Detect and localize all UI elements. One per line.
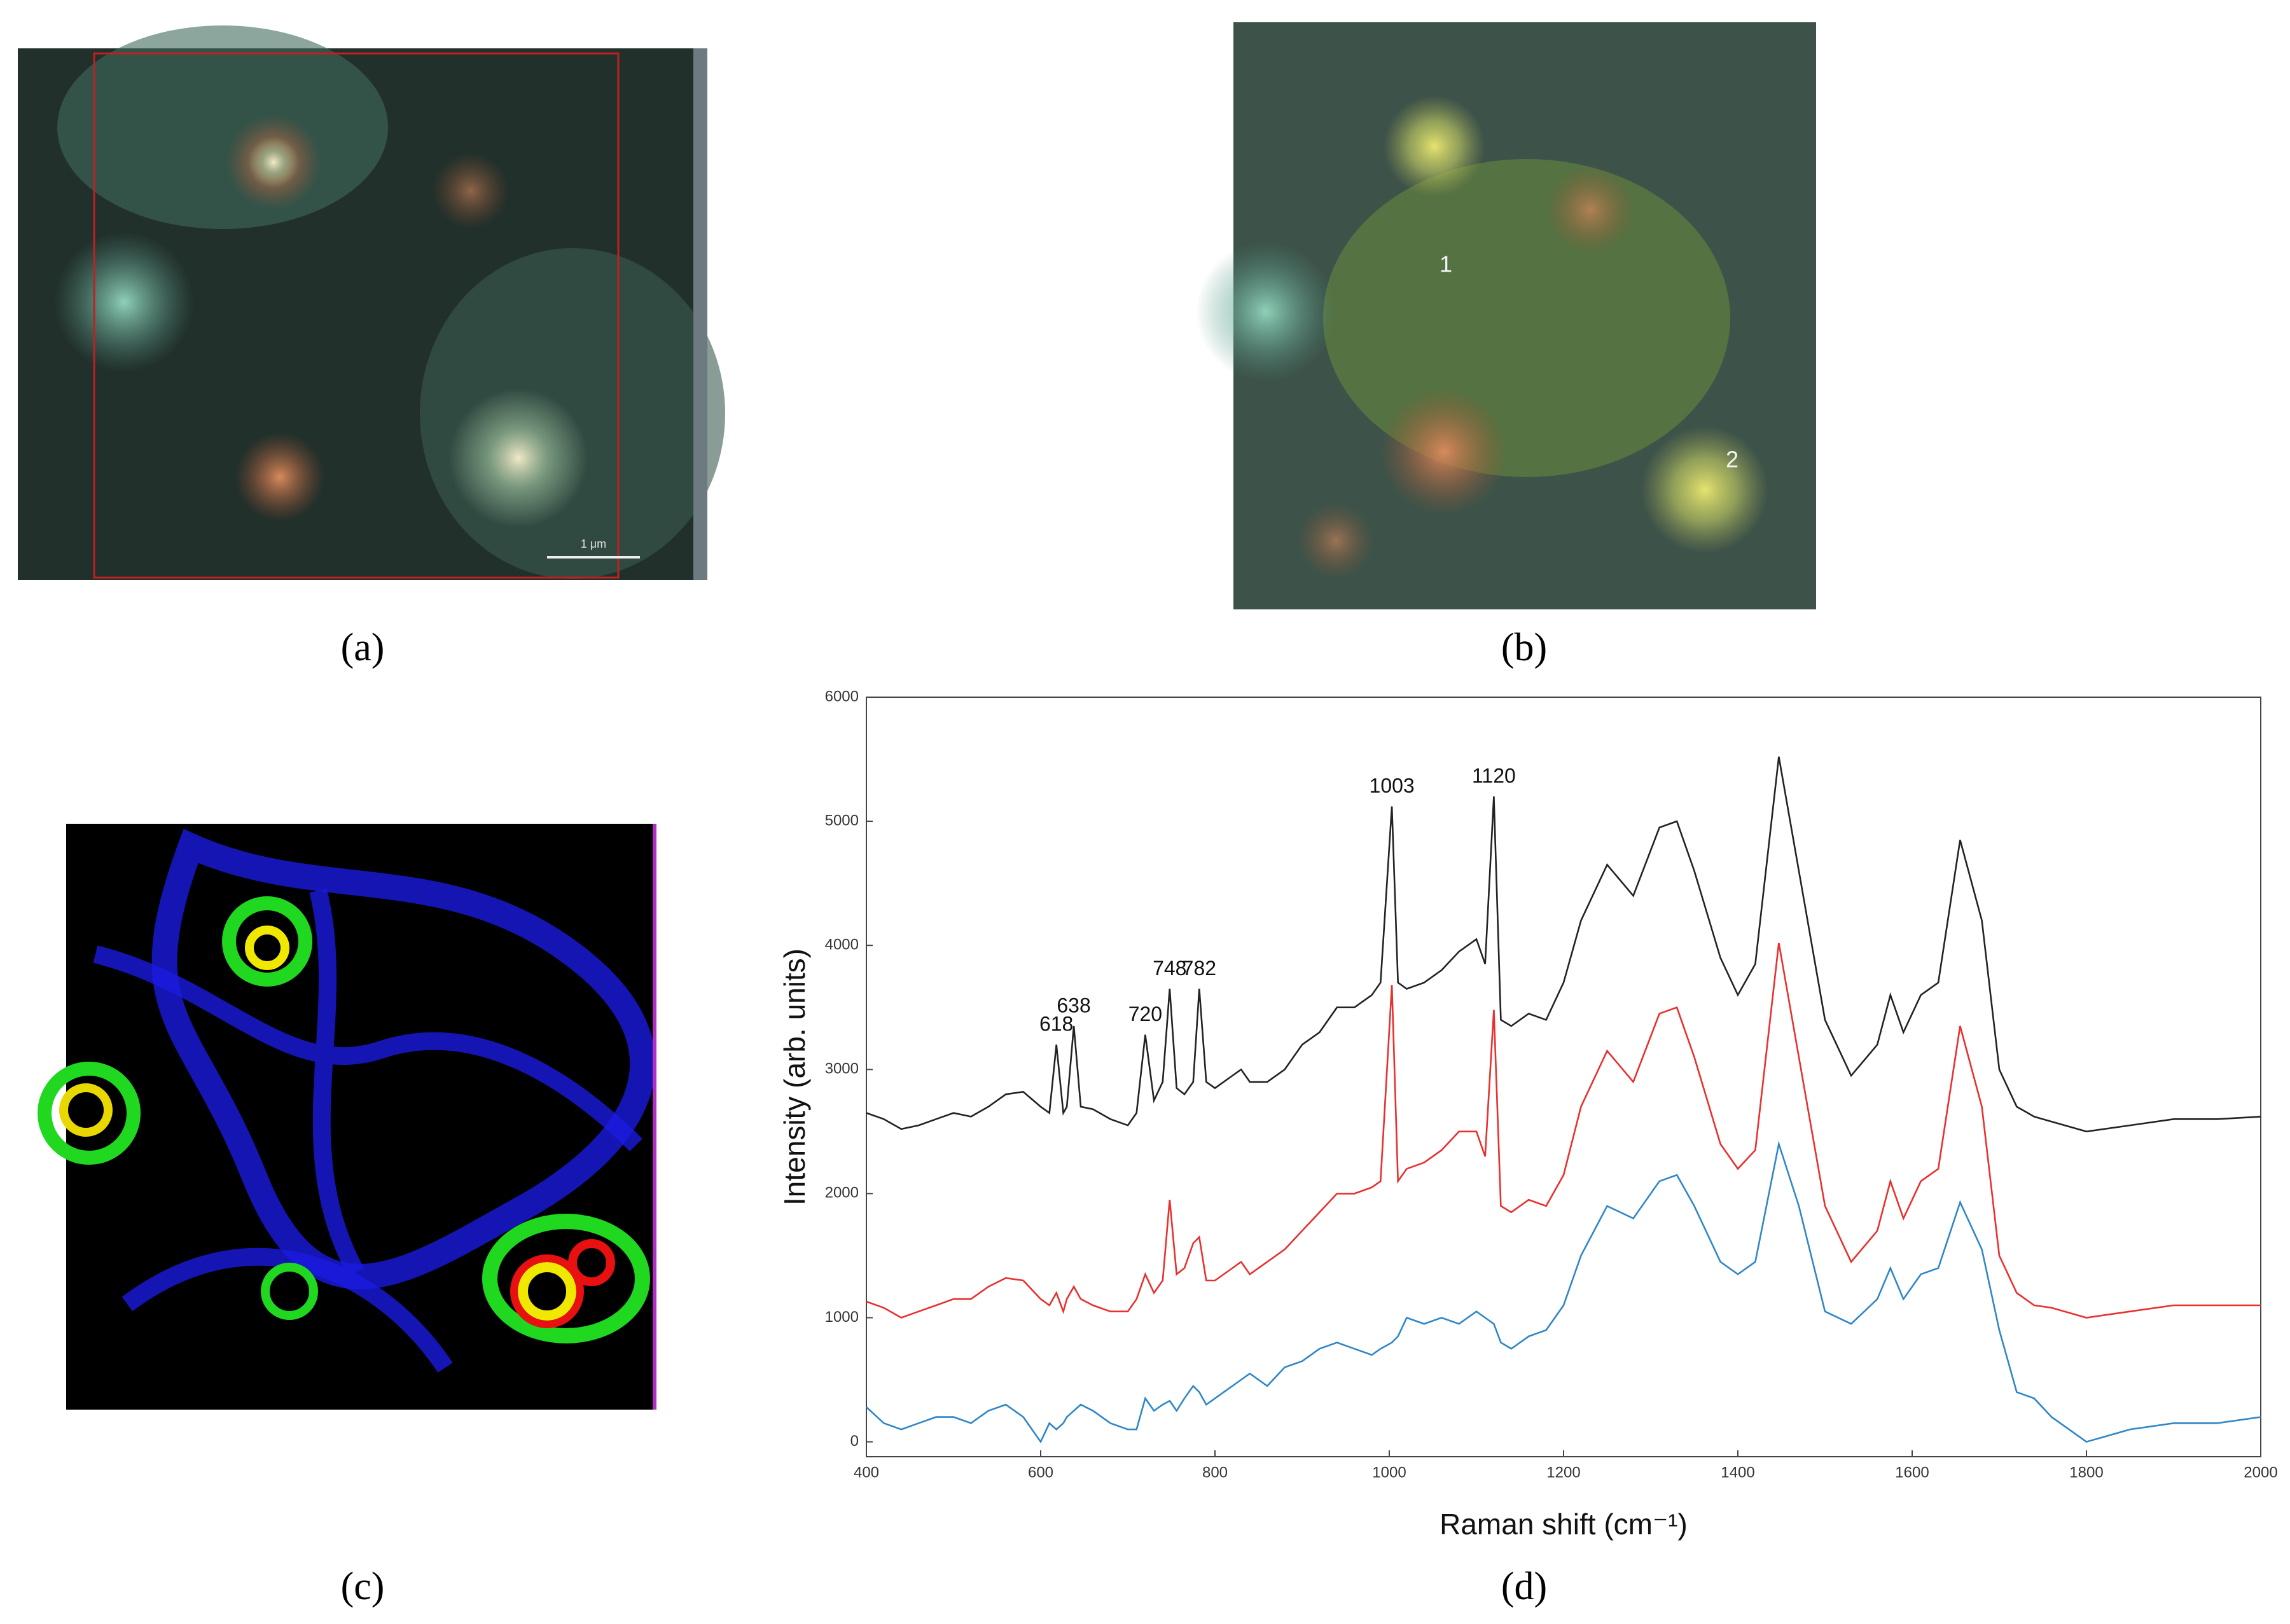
image-edge — [653, 824, 656, 1410]
peak-label: 1120 — [1472, 765, 1516, 788]
x-axis-label: Raman shift (cm⁻¹) — [1440, 1508, 1688, 1541]
x-tick-label: 1000 — [1372, 1464, 1406, 1481]
y-tick-label: 0 — [850, 1433, 859, 1450]
panel-label: (d) — [1501, 1565, 1547, 1608]
spectrum-line — [866, 1141, 2261, 1444]
panel-b-image: 1 2 — [1196, 22, 1816, 609]
x-tick-label: 600 — [1028, 1464, 1053, 1481]
contour — [482, 1214, 650, 1343]
panel-label: (c) — [341, 1565, 385, 1608]
x-tick-label: 2000 — [2244, 1464, 2277, 1481]
peak-label: 748 — [1153, 957, 1186, 980]
image-edge — [693, 48, 707, 580]
x-tick-label: 800 — [1202, 1464, 1228, 1481]
panel-c-image — [38, 824, 656, 1410]
contour — [245, 926, 289, 970]
contour — [518, 1262, 576, 1321]
peak-label: 720 — [1128, 1003, 1162, 1025]
blob — [235, 433, 324, 522]
blob — [1323, 159, 1730, 477]
panel-a-image: 1 μm — [18, 25, 725, 580]
x-tick-label: 1400 — [1721, 1464, 1754, 1481]
blob — [1298, 503, 1374, 579]
blob — [1641, 426, 1768, 553]
contour — [93, 888, 642, 1373]
blob — [1384, 95, 1485, 197]
blob — [1546, 165, 1635, 254]
contour — [261, 1263, 318, 1320]
contour — [222, 896, 312, 987]
peak-label: 638 — [1057, 994, 1090, 1017]
y-tick-label: 5000 — [825, 812, 859, 829]
selection-box — [93, 52, 620, 579]
contour — [59, 1083, 113, 1137]
blob — [448, 388, 588, 528]
spectrum-line — [866, 943, 2261, 1319]
contour — [568, 1239, 615, 1286]
panel-label: (a) — [341, 626, 385, 669]
blob — [1380, 388, 1508, 515]
point-label: 2 — [1726, 447, 1738, 473]
blob — [433, 153, 509, 229]
blob — [54, 232, 194, 372]
x-tick-label: 1200 — [1546, 1464, 1580, 1481]
contour — [151, 828, 656, 1289]
image-background — [66, 824, 656, 1410]
x-tick-label: 1600 — [1895, 1464, 1929, 1481]
y-tick-label: 3000 — [825, 1060, 859, 1078]
blob — [57, 25, 388, 229]
y-tick-label: 1000 — [825, 1308, 859, 1326]
y-tick-label: 2000 — [825, 1184, 859, 1202]
point-label: 1 — [1440, 251, 1452, 277]
plot-frame — [866, 697, 2261, 1457]
contour — [510, 1254, 584, 1328]
scale-bar-label: 1 μm — [581, 538, 606, 550]
blob — [248, 137, 299, 188]
peak-label: 1003 — [1370, 774, 1415, 797]
x-tick-label: 1800 — [2069, 1464, 2103, 1481]
panel-label: (b) — [1501, 626, 1547, 669]
y-axis-label: Intensity (arb. units) — [778, 948, 811, 1205]
peak-label: 618 — [1039, 1013, 1073, 1036]
y-tick-label: 6000 — [825, 688, 859, 705]
peak-label: 782 — [1183, 957, 1216, 980]
x-tick-label: 400 — [854, 1464, 879, 1481]
blob — [1196, 242, 1336, 382]
y-tick-label: 4000 — [825, 936, 859, 954]
spectrum-line — [866, 756, 2261, 1133]
contour — [38, 1062, 141, 1165]
